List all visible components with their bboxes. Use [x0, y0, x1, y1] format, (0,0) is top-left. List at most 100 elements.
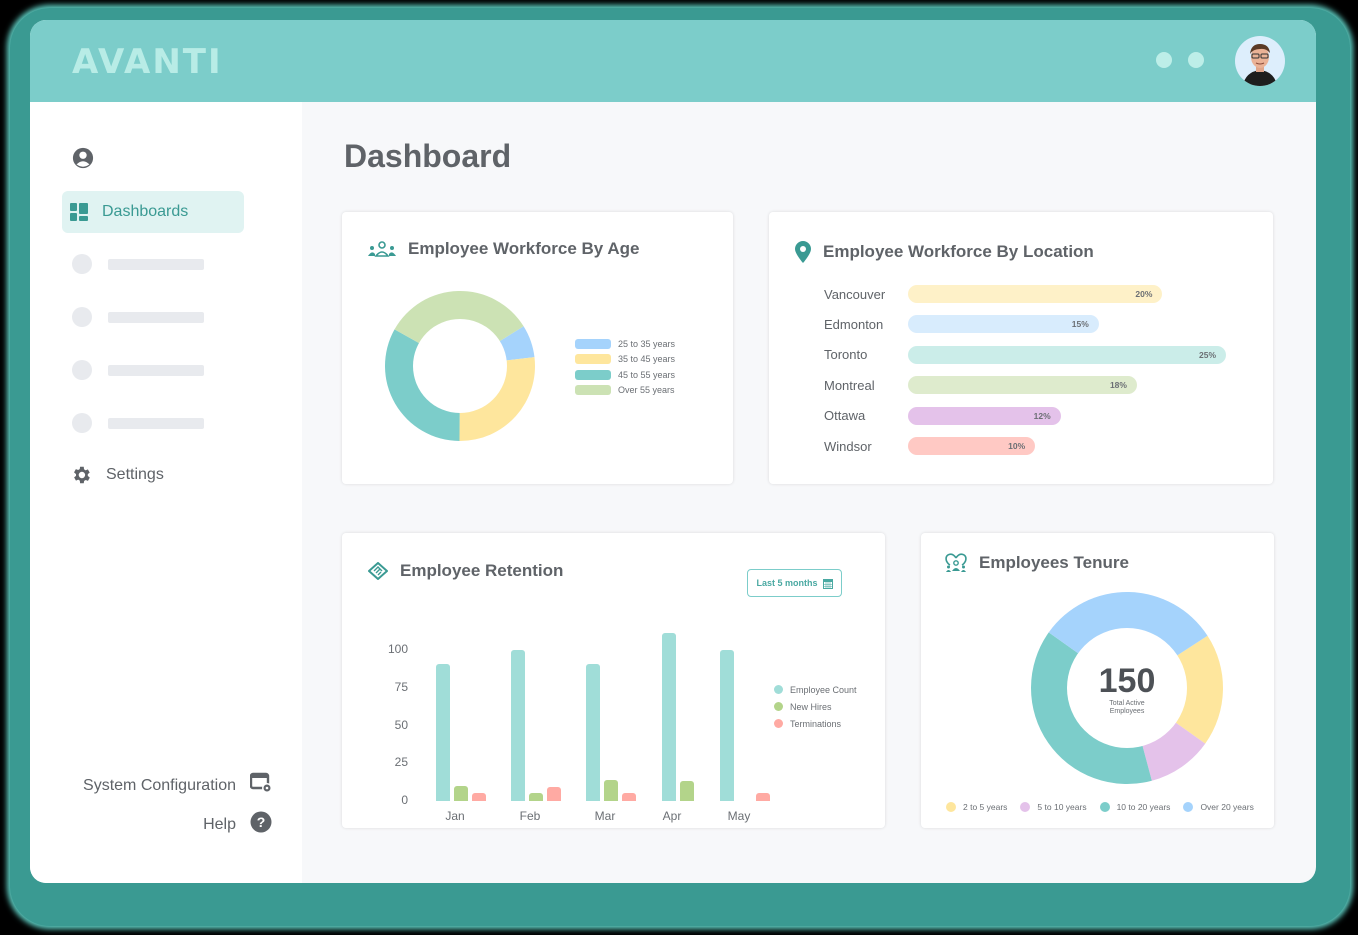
location-row: Windsor 10%	[824, 437, 1036, 455]
sidebar-item-placeholder[interactable]	[62, 243, 204, 285]
dashboard-grid-icon	[70, 203, 88, 221]
bar-new-hires	[680, 781, 694, 801]
card-workforce-by-location: Employee Workforce By Location Vancouver…	[769, 212, 1273, 484]
bar-terminations	[622, 793, 636, 801]
y-tick-label: 75	[394, 679, 408, 694]
help-link[interactable]: Help ?	[203, 811, 272, 838]
system-configuration-link[interactable]: System Configuration	[83, 772, 272, 799]
card-title: Employees Tenure	[945, 553, 1129, 573]
sidebar-item-placeholder[interactable]	[62, 402, 204, 444]
bar-terminations	[547, 787, 561, 801]
x-tick-label: Mar	[594, 809, 616, 823]
svg-text:Employees: Employees	[1110, 708, 1145, 715]
legend-item: 10 to 20 years	[1099, 802, 1170, 812]
location-bar: 15%	[908, 315, 1099, 334]
location-bar: 12%	[908, 406, 1061, 425]
legend-item: 25 to 35 years	[575, 336, 675, 352]
bar-new-hires	[604, 779, 618, 801]
sidebar-item-label: Settings	[106, 466, 164, 483]
legend-item: 2 to 5 years	[946, 802, 1007, 812]
svg-text:150: 150	[1099, 662, 1156, 700]
legend-item: 5 to 10 years	[1020, 802, 1087, 812]
legend-item: Over 20 years	[1183, 802, 1254, 812]
location-bar: 20%	[908, 285, 1163, 303]
bar-employee-count	[436, 663, 450, 801]
placeholder-label	[108, 258, 204, 270]
page-title: Dashboard	[344, 138, 512, 174]
card-title: Employee Workforce By Age	[368, 239, 639, 259]
bar-terminations	[756, 793, 770, 801]
tenure-legend: 2 to 5 years 5 to 10 years 10 to 20 year…	[946, 802, 1267, 812]
map-pin-icon	[795, 241, 811, 263]
sidebar-item-profile[interactable]	[62, 137, 108, 179]
card-employees-tenure: Employees Tenure 150 Total Active Employ…	[921, 533, 1274, 828]
status-dot[interactable]	[1156, 52, 1172, 68]
y-tick-label: 25	[394, 755, 408, 770]
legend-item: Employee Count	[774, 681, 857, 698]
legend-item: 35 to 45 years	[575, 352, 675, 368]
help-circle-icon: ?	[250, 811, 272, 838]
card-workforce-by-age: Employee Workforce By Age 25 to 35 years…	[342, 212, 733, 484]
placeholder-icon	[72, 413, 92, 433]
system-config-icon	[249, 772, 272, 799]
app-logo: AVANTI	[72, 42, 223, 82]
card-title: Employee Retention	[368, 561, 563, 581]
age-donut-chart	[385, 291, 535, 441]
location-row: Montreal 18%	[824, 376, 1137, 395]
legend-item: 45 to 55 years	[575, 367, 675, 383]
legend-item: Terminations	[774, 715, 857, 732]
placeholder-icon	[72, 307, 92, 327]
placeholder-icon	[72, 254, 92, 274]
y-tick-label: 0	[401, 793, 408, 807]
avatar[interactable]	[1235, 36, 1285, 86]
location-row: Toronto 25%	[824, 345, 1226, 364]
card-title: Employee Workforce By Location	[795, 241, 1094, 263]
gear-icon	[70, 464, 92, 486]
top-bar: AVANTI	[30, 20, 1316, 102]
bar-new-hires	[529, 793, 543, 801]
people-group-icon	[368, 241, 396, 257]
bar-new-hires	[454, 785, 468, 801]
x-tick-label: Apr	[662, 809, 682, 823]
placeholder-icon	[72, 360, 92, 380]
x-tick-label: Feb	[519, 809, 541, 823]
handshake-icon	[368, 562, 388, 580]
calendar-icon	[822, 578, 833, 589]
card-employee-retention: Employee Retention Last 5 months 0 25 50 75…	[342, 533, 885, 828]
age-legend: 25 to 35 years 35 to 45 years 45 to 55 y…	[575, 336, 675, 398]
sidebar-item-placeholder[interactable]	[62, 296, 204, 338]
location-bar: 10%	[908, 437, 1036, 455]
x-tick-label: Jan	[445, 809, 465, 823]
user-circle-icon	[72, 147, 94, 169]
placeholder-label	[108, 417, 204, 429]
date-range-button[interactable]: Last 5 months	[747, 569, 842, 597]
location-row: Edmonton 15%	[824, 315, 1099, 334]
bar-employee-count	[586, 663, 600, 801]
team-heart-icon	[945, 553, 967, 573]
x-tick-label: May	[727, 809, 751, 823]
bar-employee-count	[511, 650, 525, 801]
placeholder-label	[108, 364, 204, 376]
bar-employee-count	[662, 633, 676, 801]
svg-text:?: ?	[257, 814, 266, 830]
location-bar: 25%	[908, 345, 1226, 364]
legend-item: Over 55 years	[575, 383, 675, 399]
tenure-donut-chart: 150 Total Active Employees	[1031, 592, 1223, 784]
legend-item: New Hires	[774, 698, 857, 715]
sidebar-item-settings[interactable]: Settings	[62, 454, 164, 496]
retention-legend: Employee Count New Hires Terminations	[774, 681, 857, 732]
sidebar-item-dashboards[interactable]: Dashboards	[62, 191, 244, 233]
sidebar-item-placeholder[interactable]	[62, 349, 204, 391]
sidebar-item-label: Dashboards	[102, 203, 189, 220]
location-row: Vancouver 20%	[824, 285, 1163, 303]
sidebar: Dashboards Settings System Configuration…	[30, 102, 302, 883]
location-bar: 18%	[908, 376, 1137, 395]
y-tick-label: 50	[394, 717, 408, 732]
location-row: Ottawa 12%	[824, 406, 1061, 425]
svg-text:Total Active: Total Active	[1109, 700, 1145, 707]
bar-employee-count	[720, 650, 734, 801]
y-tick-label: 100	[387, 642, 408, 656]
bar-terminations	[472, 793, 486, 801]
status-dot[interactable]	[1188, 52, 1204, 68]
app-window: AVANTI Dashboards	[30, 20, 1316, 883]
